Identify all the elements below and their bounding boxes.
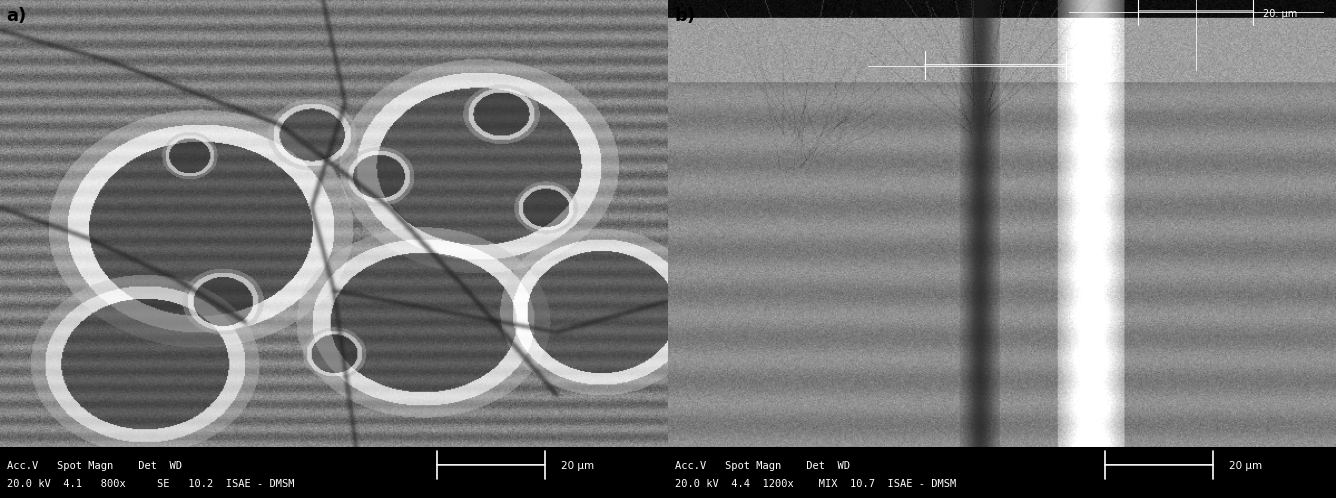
Text: 20 μm: 20 μm — [1229, 461, 1263, 471]
Text: 20.0 kV  4.1   800x     SE   10.2  ISAE - DMSM: 20.0 kV 4.1 800x SE 10.2 ISAE - DMSM — [7, 479, 294, 489]
Text: 20 μm: 20 μm — [561, 461, 595, 471]
Text: Acc.V   Spot Magn    Det  WD: Acc.V Spot Magn Det WD — [7, 461, 182, 471]
Text: 20.0 kV  4.4  1200x    MIX  10.7  ISAE - DMSM: 20.0 kV 4.4 1200x MIX 10.7 ISAE - DMSM — [675, 479, 957, 489]
Text: 20. μm: 20. μm — [1263, 9, 1297, 19]
Text: 8.04 μm: 8.04 μm — [1075, 62, 1116, 72]
Text: b): b) — [675, 7, 696, 25]
Text: a): a) — [7, 7, 27, 25]
Text: Acc.V   Spot Magn    Det  WD: Acc.V Spot Magn Det WD — [675, 461, 850, 471]
